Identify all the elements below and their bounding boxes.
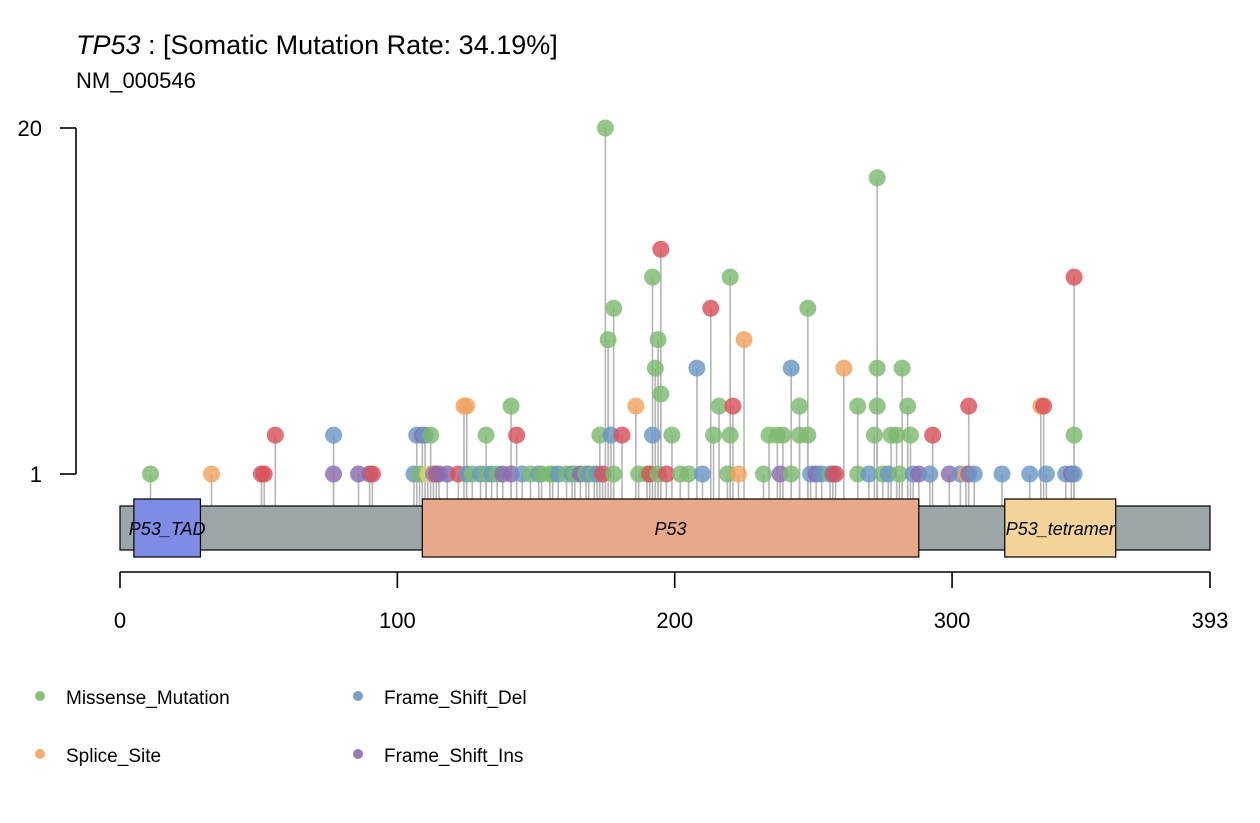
mutation-point: [599, 331, 617, 349]
mutation-point: [702, 299, 720, 317]
mutation-point: [890, 465, 908, 483]
mutation-point: [960, 397, 978, 415]
mutation-point: [644, 268, 662, 286]
mutation-point: [924, 426, 942, 444]
domain-label: P53_TAD: [129, 519, 206, 539]
mutation-point: [860, 465, 878, 483]
mutation-point: [1021, 465, 1039, 483]
mutation-point: [849, 397, 867, 415]
mutation-point: [477, 426, 495, 444]
legend-marker: [35, 749, 45, 759]
mutation-point: [693, 465, 711, 483]
protein-track: P53_TAD P53 P53_tetramer: [119, 498, 1211, 558]
x-tick-label: 393: [1192, 608, 1229, 633]
mutation-point: [899, 397, 917, 415]
mutation-point: [657, 465, 675, 483]
mutation-point: [1065, 465, 1083, 483]
mutation-point: [721, 426, 739, 444]
mutation-point: [868, 397, 886, 415]
mutation-point: [782, 359, 800, 377]
mutation-point: [868, 169, 886, 187]
mutation-point: [865, 426, 883, 444]
legend-marker: [353, 749, 363, 759]
mutation-point: [1035, 397, 1053, 415]
protein-domain: [421, 498, 920, 558]
domain-label: P53_tetramer: [1006, 519, 1116, 539]
x-tick-label: 0: [114, 608, 126, 633]
mutation-point: [1065, 268, 1083, 286]
mutation-point: [652, 385, 670, 403]
lollipops-layer: [142, 119, 1083, 506]
mutation-point: [710, 397, 728, 415]
x-tick-label: 300: [934, 608, 971, 633]
mutation-point: [782, 465, 800, 483]
mutation-point: [965, 465, 983, 483]
legend: Missense_Mutation Frame_Shift_Del Splice_S…: [35, 688, 527, 767]
mutation-point: [688, 359, 706, 377]
mutation-point: [663, 426, 681, 444]
mutation-point: [721, 268, 739, 286]
legend-marker: [353, 691, 363, 701]
mutation-rate-text: : [Somatic Mutation Rate: 34.19%]: [141, 30, 558, 60]
mutation-point: [652, 240, 670, 258]
mutation-point: [627, 397, 645, 415]
protein-domain: [1004, 498, 1117, 558]
mutation-point: [827, 465, 845, 483]
mutation-point: [266, 426, 284, 444]
mutation-point: [901, 426, 919, 444]
mutation-point: [644, 426, 662, 444]
mutation-point: [835, 359, 853, 377]
mutation-point: [1065, 426, 1083, 444]
mutation-point: [705, 426, 723, 444]
transcript-id: NM_000546: [76, 68, 196, 93]
mutation-point: [613, 426, 631, 444]
mutation-point: [680, 465, 698, 483]
mutation-point: [1037, 465, 1055, 483]
mutation-point: [791, 397, 809, 415]
mutation-point: [605, 299, 623, 317]
y-tick-label: 20: [18, 116, 42, 141]
mutation-point: [142, 465, 160, 483]
mutation-point: [799, 426, 817, 444]
mutation-point: [596, 119, 614, 137]
mutation-point: [799, 299, 817, 317]
mutation-point: [646, 359, 664, 377]
mutation-point: [921, 465, 939, 483]
mutation-point: [774, 426, 792, 444]
mutation-point: [203, 465, 221, 483]
mutation-point: [724, 397, 742, 415]
mutation-point: [993, 465, 1011, 483]
legend-marker: [35, 691, 45, 701]
legend-label: Splice_Site: [66, 746, 161, 767]
mutation-point: [888, 426, 906, 444]
mutation-point: [422, 426, 440, 444]
chart-title: TP53 : [Somatic Mutation Rate: 34.19%]: [76, 30, 558, 60]
x-tick-label: 100: [379, 608, 416, 633]
mutation-point: [754, 465, 772, 483]
mutation-point: [729, 465, 747, 483]
mutation-point: [868, 359, 886, 377]
domain-label: P53: [655, 519, 687, 539]
mutation-point: [363, 465, 381, 483]
mutation-point: [735, 331, 753, 349]
mutation-point: [502, 397, 520, 415]
mutation-point: [325, 465, 343, 483]
protein-domain: [133, 498, 202, 558]
x-tick-label: 200: [656, 608, 693, 633]
legend-label: Frame_Shift_Del: [384, 688, 527, 709]
gene-name: TP53: [76, 30, 141, 60]
mutation-point: [508, 426, 526, 444]
mutation-point: [255, 465, 273, 483]
mutation-point: [458, 397, 476, 415]
y-tick-label: 1: [30, 462, 42, 487]
mutation-point: [893, 359, 911, 377]
legend-label: Frame_Shift_Ins: [384, 746, 523, 767]
mutation-point: [605, 465, 623, 483]
mutation-point: [325, 426, 343, 444]
mutation-point: [649, 331, 667, 349]
legend-label: Missense_Mutation: [66, 688, 230, 709]
